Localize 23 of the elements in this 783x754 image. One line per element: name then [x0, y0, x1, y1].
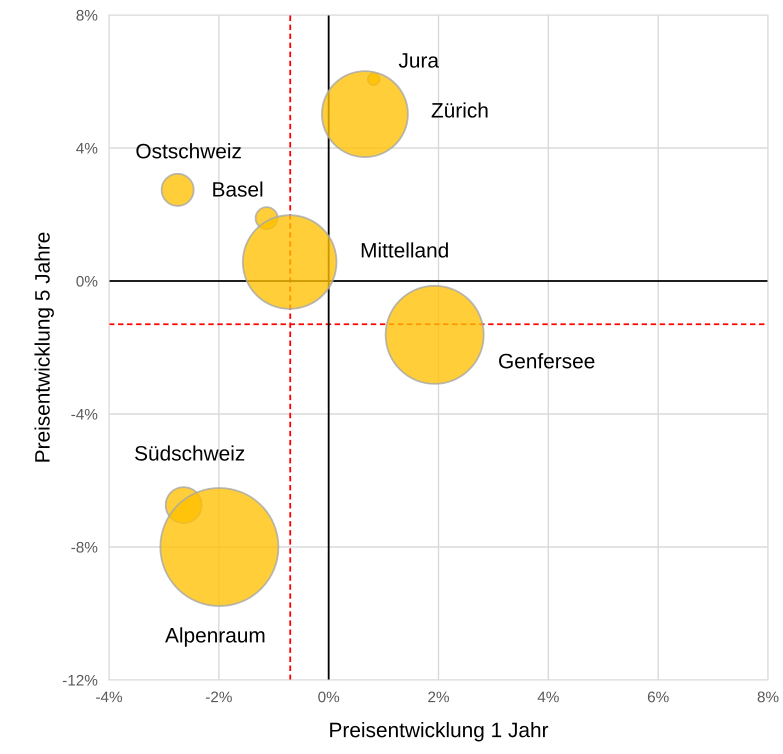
y-tick-label: 8% — [76, 10, 98, 21]
annotation: Mittelland — [362, 242, 448, 258]
y-axis-title: Preisentwicklung 5 Jahre — [34, 232, 54, 462]
annotation: Jura — [398, 53, 439, 68]
x-axis-title: Preisentwicklung 1 Jahr — [330, 722, 548, 742]
annotation: Alpenraum — [165, 627, 264, 647]
annotation: Südschweiz — [135, 445, 244, 461]
x-tick-label: 8% — [758, 692, 778, 702]
annotation: Zürich — [432, 102, 488, 118]
x-tick-label: 4% — [538, 692, 559, 702]
y-tick-label: 0% — [76, 276, 98, 287]
x-tick-label: 6% — [648, 692, 669, 702]
y-tick-label: -12% — [62, 674, 98, 686]
x-tick-label: -4% — [96, 692, 122, 702]
x-tick-label: 0% — [318, 692, 340, 702]
y-tick-label: -4% — [71, 408, 98, 420]
annotation: Genfersee — [499, 353, 594, 368]
x-tick-label: -2% — [206, 692, 232, 702]
y-tick-label: 4% — [76, 142, 98, 154]
annotation: Basel — [213, 181, 262, 197]
y-tick-label: -8% — [71, 542, 98, 553]
x-tick-label: 2% — [428, 692, 449, 702]
annotation: Ostschweiz — [136, 143, 241, 158]
